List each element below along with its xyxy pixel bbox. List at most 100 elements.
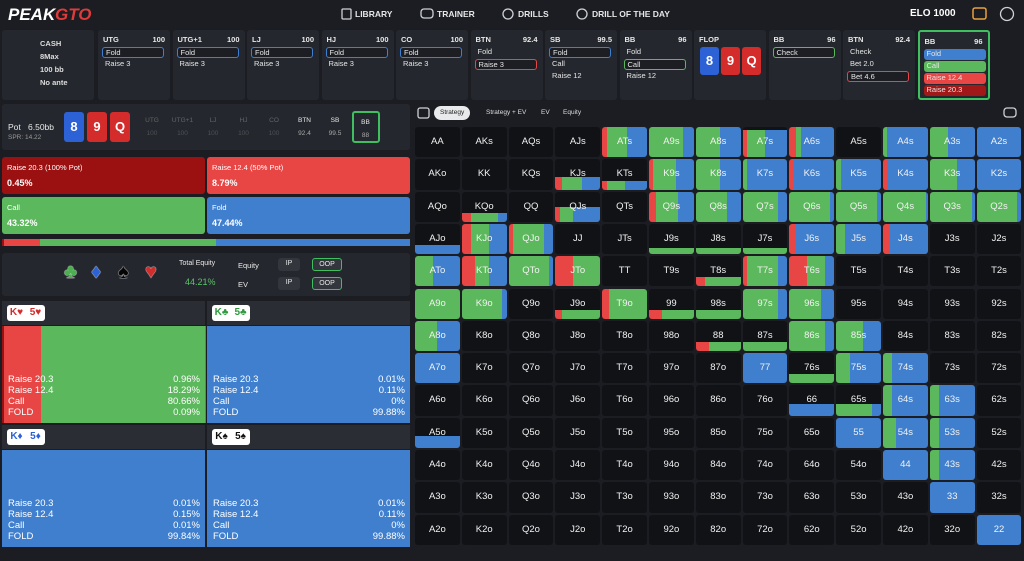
hand-cell[interactable]: A6s <box>789 127 835 158</box>
equity-toggle[interactable]: IP <box>278 277 300 290</box>
tab[interactable]: Equity <box>563 109 582 116</box>
nav-item[interactable]: DRILLS <box>518 9 549 19</box>
hand-cell[interactable]: AKo <box>415 159 460 190</box>
hand-cell[interactable]: 72o <box>742 514 788 545</box>
hand-cell[interactable]: A9s <box>649 127 694 158</box>
hand-cell[interactable]: A6o <box>415 385 460 416</box>
hand-cell[interactable]: 95o <box>649 417 694 448</box>
hand-cell[interactable]: A3o <box>415 482 460 513</box>
hand-cell[interactable]: 83o <box>695 482 741 513</box>
hand-cell[interactable]: Q3o <box>508 482 554 513</box>
hand-cell[interactable]: J4s <box>883 223 928 255</box>
hand-cell[interactable]: J2o <box>555 514 601 545</box>
hand-cell[interactable]: Q5s <box>836 191 881 222</box>
hand-cell[interactable]: JTo <box>555 256 601 287</box>
hand-cell[interactable]: T2s <box>976 256 1022 287</box>
hand-cell[interactable]: JTs <box>602 223 647 255</box>
hand-cell[interactable]: 86s <box>789 320 835 352</box>
hand-cell[interactable]: Q2s <box>976 191 1022 222</box>
hand-cell[interactable]: T4s <box>883 256 928 287</box>
hand-cell[interactable]: J2s <box>976 223 1022 255</box>
hand-cell[interactable]: 75s <box>836 353 881 384</box>
hand-cell[interactable]: ATs <box>602 127 647 158</box>
hand-cell[interactable]: A7o <box>415 353 460 384</box>
hand-cell[interactable]: 64s <box>883 385 928 416</box>
action-option[interactable]: Fold <box>325 47 388 58</box>
hand-cell[interactable]: J7o <box>555 353 601 384</box>
hand-cell[interactable]: KTs <box>602 159 647 190</box>
hand-cell[interactable]: QJs <box>555 191 601 222</box>
hand-cell[interactable]: A2s <box>976 127 1022 158</box>
equity-toggle[interactable]: OOP <box>312 277 342 290</box>
hand-cell[interactable]: K6o <box>461 385 507 416</box>
hand-cell[interactable]: 65o <box>789 417 835 448</box>
hand-cell[interactable]: 77 <box>742 353 788 384</box>
action-option[interactable]: Call <box>552 59 565 68</box>
hand-cell[interactable]: K3s <box>929 159 975 190</box>
hand-cell[interactable]: K9s <box>649 159 694 190</box>
hand-cell[interactable]: Q3s <box>929 191 975 222</box>
hand-cell[interactable]: 55 <box>836 417 881 448</box>
hand-cell[interactable]: KQs <box>508 159 554 190</box>
hand-cell[interactable]: AJs <box>555 127 601 158</box>
hand-cell[interactable]: AQs <box>508 127 554 158</box>
hand-cell[interactable]: A8s <box>695 127 741 158</box>
action-option[interactable]: Check <box>850 47 872 56</box>
action-option[interactable]: Raise 3 <box>328 59 354 68</box>
hand-cell[interactable]: 64o <box>789 450 835 481</box>
hand-cell[interactable]: 42s <box>976 450 1022 481</box>
action-option[interactable]: Raise 3 <box>254 59 280 68</box>
hand-cell[interactable]: 22 <box>976 514 1022 545</box>
action-option[interactable]: Call <box>623 59 686 70</box>
hand-cell[interactable]: K7s <box>742 159 788 190</box>
hand-cell[interactable]: A8o <box>415 320 460 352</box>
hand-cell[interactable]: KJo <box>461 223 507 255</box>
hand-cell[interactable]: 62s <box>976 385 1022 416</box>
hand-cell[interactable]: Q6o <box>508 385 554 416</box>
hand-cell[interactable]: J6s <box>789 223 835 255</box>
hand-cell[interactable]: 99 <box>649 288 694 319</box>
hand-cell[interactable]: J5o <box>555 417 601 448</box>
hand-cell[interactable]: 84o <box>695 450 741 481</box>
hand-cell[interactable]: T4o <box>602 450 647 481</box>
hand-cell[interactable]: 93s <box>929 288 975 319</box>
action-option[interactable]: Fold <box>102 47 164 58</box>
hand-cell[interactable]: 75o <box>742 417 788 448</box>
hand-cell[interactable]: 83s <box>929 320 975 352</box>
action-option[interactable]: Raise 12 <box>552 71 582 80</box>
hand-cell[interactable]: 97s <box>742 288 788 319</box>
hand-cell[interactable]: QJo <box>508 223 554 255</box>
tab[interactable]: Strategy <box>434 106 471 120</box>
hand-cell[interactable]: T6s <box>789 256 835 287</box>
action-option[interactable]: Fold <box>549 47 611 58</box>
hand-cell[interactable]: 52s <box>976 417 1022 448</box>
action-option[interactable]: Call <box>923 61 986 72</box>
hand-cell[interactable]: 73o <box>742 482 788 513</box>
hand-cell[interactable]: 93o <box>649 482 694 513</box>
nav-item[interactable]: TRAINER <box>437 9 475 19</box>
hand-cell[interactable]: Q6s <box>789 191 835 222</box>
action-option[interactable]: Fold <box>477 47 493 56</box>
hand-cell[interactable]: J9o <box>555 288 601 319</box>
hand-cell[interactable]: 32o <box>929 514 975 545</box>
hand-cell[interactable]: J3s <box>929 223 975 255</box>
hand-cell[interactable]: 53o <box>836 482 881 513</box>
action-option[interactable]: Raise 12 <box>626 71 657 80</box>
hand-cell[interactable]: 86o <box>695 385 741 416</box>
hand-cell[interactable]: 74s <box>883 353 928 384</box>
hand-cell[interactable]: 76s <box>789 353 835 384</box>
hand-cell[interactable]: T7s <box>742 256 788 287</box>
tab[interactable]: Strategy + EV <box>486 109 527 116</box>
nav-item[interactable]: LIBRARY <box>355 9 393 19</box>
hand-cell[interactable]: AQo <box>415 191 460 222</box>
hand-cell[interactable]: J8o <box>555 320 601 352</box>
hand-cell[interactable]: 87s <box>742 320 788 352</box>
hand-cell[interactable]: QTs <box>602 191 647 222</box>
action-option[interactable]: Fold <box>923 49 986 60</box>
action-option[interactable]: Bet 4.6 <box>847 71 909 82</box>
action-option[interactable]: Raise 3 <box>403 59 429 68</box>
action-option[interactable]: Fold <box>251 47 313 58</box>
hand-cell[interactable]: 42o <box>883 514 928 545</box>
hand-cell[interactable]: T3s <box>929 256 975 287</box>
action-option[interactable]: Bet 2.0 <box>850 59 874 68</box>
